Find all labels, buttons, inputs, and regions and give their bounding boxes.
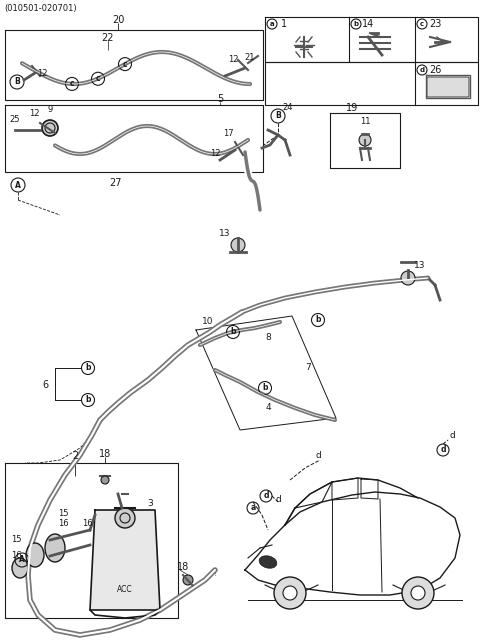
Circle shape: [115, 508, 135, 528]
Text: 12: 12: [29, 109, 39, 118]
Text: c: c: [70, 80, 74, 89]
Text: a: a: [251, 503, 256, 512]
Text: 20: 20: [112, 15, 124, 25]
Text: 10: 10: [202, 318, 214, 327]
Circle shape: [359, 134, 371, 146]
Text: d: d: [275, 496, 281, 505]
Text: 18: 18: [177, 562, 189, 572]
Text: 5: 5: [217, 94, 223, 104]
Text: 14: 14: [362, 19, 374, 29]
Text: B: B: [275, 111, 281, 120]
Text: 27: 27: [109, 178, 121, 188]
Ellipse shape: [45, 534, 65, 562]
Text: c: c: [420, 21, 424, 27]
Text: d: d: [420, 67, 425, 73]
Ellipse shape: [26, 543, 44, 567]
Text: d: d: [263, 491, 269, 500]
Polygon shape: [90, 510, 160, 610]
Text: 13: 13: [414, 260, 426, 269]
Text: 1: 1: [281, 19, 287, 29]
Text: ACC: ACC: [117, 586, 133, 595]
Ellipse shape: [12, 558, 28, 578]
Text: 6: 6: [42, 380, 48, 390]
Text: 24: 24: [283, 102, 293, 111]
Text: b: b: [353, 21, 359, 27]
Text: 13: 13: [219, 228, 231, 237]
Text: 4: 4: [265, 404, 271, 413]
Text: 7: 7: [305, 363, 311, 372]
Circle shape: [411, 586, 425, 600]
Text: d: d: [315, 451, 321, 460]
Text: 17: 17: [223, 129, 233, 138]
Text: c: c: [123, 60, 127, 69]
Text: c: c: [96, 74, 100, 83]
Text: 15: 15: [58, 509, 68, 518]
Circle shape: [283, 586, 297, 600]
Text: 12: 12: [228, 55, 238, 64]
Text: d: d: [440, 446, 446, 455]
Ellipse shape: [259, 556, 277, 568]
Text: 3: 3: [147, 500, 153, 509]
Circle shape: [402, 577, 434, 609]
Text: 8: 8: [265, 334, 271, 343]
Text: b: b: [315, 316, 321, 325]
Text: b: b: [262, 383, 268, 392]
Text: A: A: [19, 556, 25, 565]
Text: b: b: [230, 327, 236, 336]
Circle shape: [101, 476, 109, 484]
Text: 12: 12: [37, 69, 47, 78]
Text: 25: 25: [10, 116, 20, 125]
FancyBboxPatch shape: [427, 77, 469, 97]
Text: 12: 12: [210, 150, 220, 159]
Text: 2: 2: [72, 451, 78, 461]
Text: 22: 22: [102, 33, 114, 43]
Text: A: A: [15, 181, 21, 190]
Text: 16: 16: [58, 520, 68, 529]
Text: 16: 16: [11, 550, 21, 559]
Text: 26: 26: [429, 65, 441, 75]
Text: d: d: [449, 431, 455, 440]
Circle shape: [401, 271, 415, 285]
Text: 9: 9: [48, 105, 53, 114]
Text: 16: 16: [82, 520, 92, 529]
Circle shape: [42, 120, 58, 136]
Text: B: B: [14, 78, 20, 87]
Polygon shape: [245, 492, 460, 595]
Text: a: a: [270, 21, 274, 27]
Text: b: b: [85, 395, 91, 404]
Circle shape: [231, 238, 245, 252]
Circle shape: [274, 577, 306, 609]
Text: 18: 18: [99, 449, 111, 459]
Text: 23: 23: [429, 19, 441, 29]
Text: 21: 21: [245, 53, 255, 62]
Text: (010501-020701): (010501-020701): [4, 3, 77, 12]
Text: 19: 19: [346, 103, 358, 113]
Text: 15: 15: [11, 536, 21, 545]
Text: b: b: [85, 363, 91, 372]
Circle shape: [183, 575, 193, 585]
Text: 11: 11: [360, 118, 370, 127]
